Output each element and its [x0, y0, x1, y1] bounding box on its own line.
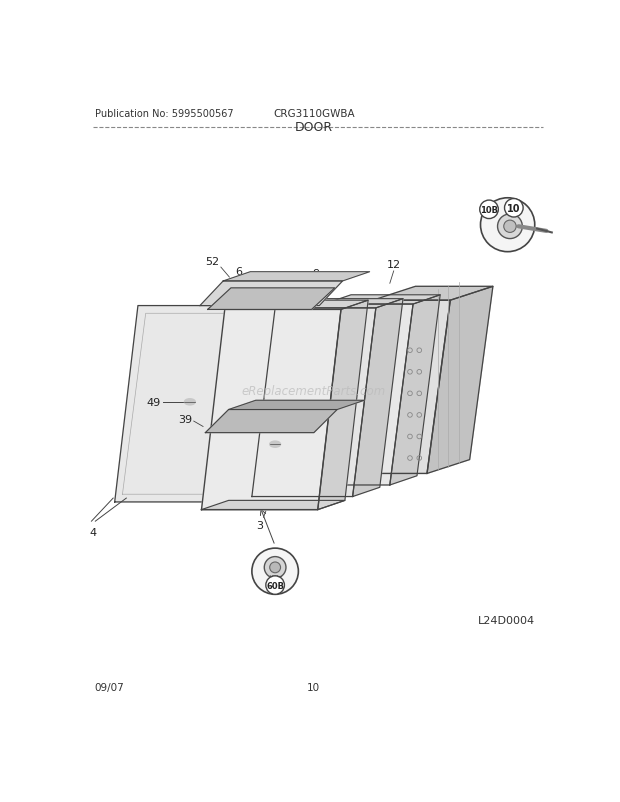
Polygon shape	[205, 410, 337, 433]
Polygon shape	[202, 310, 341, 510]
Polygon shape	[252, 309, 376, 497]
Ellipse shape	[185, 399, 195, 405]
Circle shape	[497, 215, 522, 239]
Polygon shape	[200, 282, 342, 306]
Polygon shape	[301, 305, 413, 485]
Text: 49: 49	[146, 397, 161, 407]
Polygon shape	[373, 287, 493, 301]
Ellipse shape	[270, 442, 280, 448]
Text: 52: 52	[205, 256, 219, 266]
Polygon shape	[202, 500, 345, 510]
Circle shape	[270, 562, 280, 573]
Text: L24D0004: L24D0004	[477, 615, 534, 626]
Polygon shape	[350, 301, 450, 474]
Text: Publication No: 5995500567: Publication No: 5995500567	[94, 108, 233, 119]
Polygon shape	[223, 273, 370, 282]
Text: 4: 4	[89, 527, 97, 537]
Circle shape	[480, 199, 534, 253]
Polygon shape	[275, 299, 403, 309]
Text: 49: 49	[273, 461, 287, 472]
Text: 12: 12	[387, 260, 401, 270]
Circle shape	[252, 549, 298, 594]
Polygon shape	[353, 299, 403, 497]
Polygon shape	[317, 301, 368, 510]
Circle shape	[266, 576, 285, 594]
Text: 7: 7	[285, 275, 292, 286]
Polygon shape	[224, 301, 368, 310]
Circle shape	[264, 557, 286, 578]
Text: 10B: 10B	[480, 205, 498, 215]
Polygon shape	[115, 306, 258, 502]
Text: 3: 3	[256, 520, 263, 531]
Text: 10: 10	[507, 204, 521, 213]
Text: eReplacementParts.com: eReplacementParts.com	[242, 384, 386, 397]
Circle shape	[505, 199, 523, 218]
Polygon shape	[427, 287, 493, 474]
Text: 6: 6	[235, 267, 242, 277]
Circle shape	[503, 221, 516, 233]
Text: 09/07: 09/07	[94, 683, 124, 692]
Polygon shape	[229, 401, 365, 410]
Text: DOOR: DOOR	[295, 121, 333, 134]
Polygon shape	[324, 295, 440, 305]
Text: 60B: 60B	[266, 581, 284, 589]
Text: 39: 39	[178, 415, 192, 424]
Circle shape	[480, 200, 498, 219]
Text: 10: 10	[308, 683, 321, 692]
Text: CRG3110GWBA: CRG3110GWBA	[273, 108, 355, 119]
Text: 9: 9	[312, 269, 320, 278]
Polygon shape	[390, 295, 440, 485]
Polygon shape	[208, 289, 335, 310]
